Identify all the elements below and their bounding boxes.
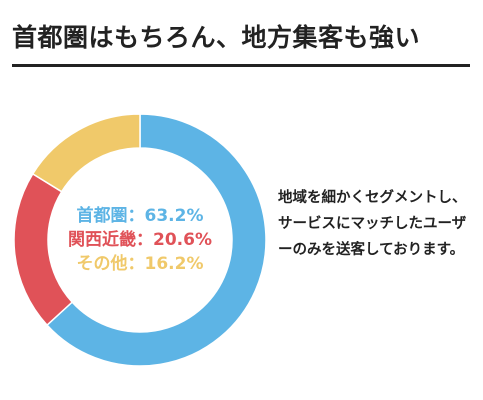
title-underline [12, 64, 470, 67]
donut-slice-other [31, 113, 141, 193]
donut-slice-shutoken [46, 113, 267, 367]
donut-chart-svg [13, 113, 267, 367]
page-title: 首都圏はもちろん、地方集客も強い [12, 23, 421, 52]
donut-slice-kansai [13, 172, 74, 327]
description-text: 地域を細かくセグメントし、サービスにマッチしたユーザーのみを送客しております。 [278, 190, 467, 258]
donut-chart [0, 100, 280, 380]
